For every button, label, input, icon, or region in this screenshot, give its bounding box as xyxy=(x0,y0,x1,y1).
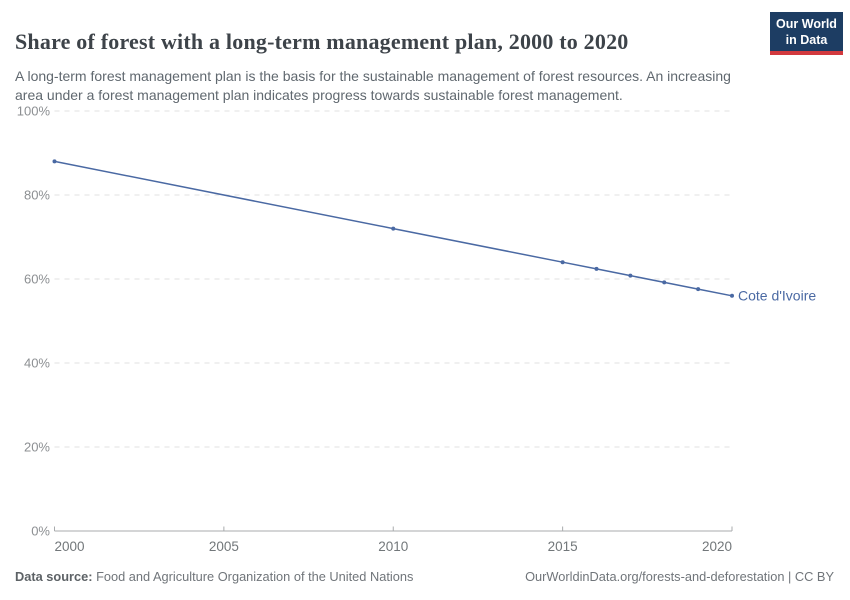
owid-logo[interactable]: Our World in Data xyxy=(770,12,843,55)
owid-logo-line2: in Data xyxy=(785,33,828,47)
owid-logo-line1: Our World xyxy=(776,17,837,31)
x-axis-label-2005: 2005 xyxy=(209,539,239,554)
x-axis-label-2020: 2020 xyxy=(702,539,732,554)
page-title: Share of forest with a long-term managem… xyxy=(15,28,629,54)
data-point-2000[interactable] xyxy=(52,159,57,164)
y-axis-label-40%: 40% xyxy=(24,356,50,371)
data-point-2015[interactable] xyxy=(560,260,565,265)
y-axis-label-80%: 80% xyxy=(24,188,50,203)
data-point-2018[interactable] xyxy=(662,280,667,285)
data-point-2016[interactable] xyxy=(594,266,599,271)
x-axis-label-2010: 2010 xyxy=(378,539,408,554)
data-point-2010[interactable] xyxy=(391,226,396,231)
chart-subtitle: A long-term forest management plan is th… xyxy=(15,68,731,103)
x-axis-label-2000: 2000 xyxy=(55,539,85,554)
series-line-cote-d-ivoire xyxy=(54,160,733,297)
y-axis-label-60%: 60% xyxy=(24,272,50,287)
data-source-value: Food and Agriculture Organization of the… xyxy=(92,569,414,584)
data-point-2017[interactable] xyxy=(628,273,633,278)
y-axis-label-0%: 0% xyxy=(31,524,50,539)
data-source-label: Data source: xyxy=(15,569,93,584)
series-label[interactable]: Cote d'Ivoire xyxy=(738,287,816,303)
data-point-2019[interactable] xyxy=(696,287,701,292)
data-point-2020[interactable] xyxy=(730,293,734,298)
data-source: Data source: Food and Agriculture Organi… xyxy=(15,569,413,584)
y-axis-label-100%: 100% xyxy=(17,104,51,119)
x-axis-label-2015: 2015 xyxy=(548,539,578,554)
credit-link[interactable]: OurWorldinData.org/forests-and-deforesta… xyxy=(525,569,834,584)
y-axis-label-20%: 20% xyxy=(24,440,50,455)
